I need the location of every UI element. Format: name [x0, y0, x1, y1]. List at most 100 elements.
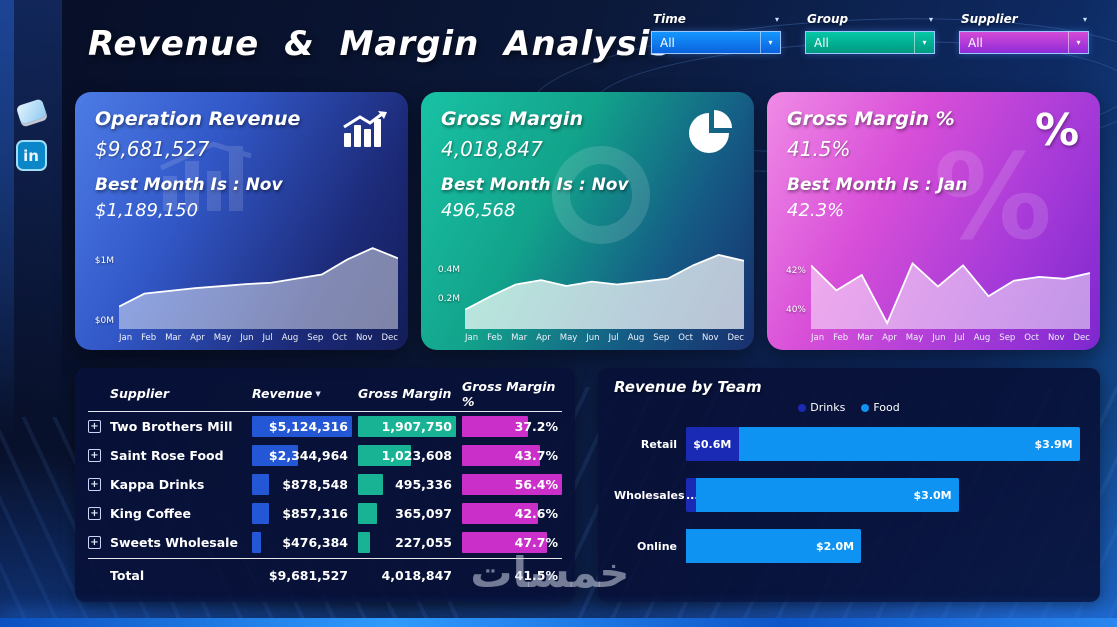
kpi-best-value: 42.3%	[787, 200, 845, 221]
team-category-label: Online	[636, 539, 677, 553]
y-axis-ticks: $1M $0M	[85, 246, 119, 329]
pct-sparkline-area: 42% 40% Jan Feb Mar Apr May Jun Jul Aug Sep Oct Nov…	[777, 246, 1090, 344]
bar-track: $0.6M $3.9M	[686, 427, 1084, 461]
month-tick-label: Jun	[240, 333, 254, 343]
food-bar-segment[interactable]: $2.0M	[686, 529, 862, 563]
supplier-name: King Coffee	[110, 506, 192, 521]
column-header-revenue[interactable]: Revenue ▼	[252, 386, 321, 401]
food-bar-segment[interactable]: $3.0M	[696, 478, 959, 512]
legend-dot	[798, 403, 807, 412]
month-tick-label: Apr	[882, 333, 897, 343]
month-tick-label: Dec	[1073, 333, 1090, 343]
margin-sparkline[interactable]	[465, 246, 744, 329]
stacked-bar-chart-area: Retail $0.6M $3.9M Wholesales... $3.0M Online…	[614, 427, 1084, 563]
chevron-down-icon[interactable]: ▾	[914, 32, 934, 53]
expand-icon[interactable]: +	[88, 536, 101, 549]
month-tick-label: May	[559, 333, 578, 343]
group-dropdown-value: All	[814, 35, 829, 50]
bar-chart-icon	[340, 108, 390, 154]
drinks-bar-segment[interactable]: ...	[686, 478, 699, 512]
supplier-row[interactable]: + Kappa Drinks $878,548 495,336 56.4%	[88, 470, 562, 499]
supplier-slicer: Supplier ▾ All ▾	[959, 12, 1089, 54]
group-dropdown[interactable]: All ▾	[805, 31, 935, 54]
bottom-accent-bar	[0, 618, 1117, 627]
margin-sparkline-area: 0.4M 0.2M Jan Feb Mar Apr May Jun Jul Aug Sep Oct N…	[431, 246, 744, 344]
month-tick-label: Mar	[511, 333, 528, 343]
revenue-by-team-panel: Revenue by Team Drinks Food Retail $0.6M $…	[598, 368, 1100, 602]
linkedin-icon[interactable]: in	[15, 140, 47, 171]
kpi-value: 41.5%	[787, 137, 851, 161]
chevron-down-icon[interactable]: ▾	[1082, 14, 1087, 24]
team-bar-row: Wholesales... $3.0M	[614, 478, 1084, 512]
chevron-down-icon[interactable]: ▾	[928, 14, 933, 24]
operation-revenue-card[interactable]: Operation Revenue $9,681,527 Best Month …	[75, 92, 408, 350]
time-dropdown[interactable]: All ▾	[651, 31, 781, 54]
column-header-supplier[interactable]: Supplier	[110, 386, 170, 401]
margin-cell: 1,023,608	[358, 445, 456, 466]
bar-track: $2.0M	[686, 529, 1084, 563]
y-axis-tick: $0M	[94, 315, 114, 326]
revenue-cell: $5,124,316	[252, 416, 352, 437]
total-label: Total	[110, 568, 145, 583]
supplier-row[interactable]: + Two Brothers Mill $5,124,316 1,907,750 37.…	[88, 412, 562, 441]
supplier-name: Saint Rose Food	[110, 448, 224, 463]
expand-icon[interactable]: +	[88, 507, 101, 520]
y-axis-tick: 42%	[785, 266, 806, 277]
month-tick-label: Aug	[627, 333, 645, 343]
time-slicer-label: Time	[653, 12, 686, 26]
supplier-row[interactable]: + King Coffee $857,316 365,097 42.6%	[88, 499, 562, 528]
y-axis-tick: 40%	[785, 304, 806, 315]
month-tick-label: Oct	[1024, 333, 1039, 343]
kpi-best-month: Best Month Is : Nov	[95, 175, 283, 195]
month-tick-label: Jan	[811, 333, 825, 343]
expand-icon[interactable]: +	[88, 420, 101, 433]
month-tick-label: Jan	[119, 333, 133, 343]
expand-icon[interactable]: +	[88, 478, 101, 491]
column-header-gross-margin[interactable]: Gross Margin	[358, 386, 452, 401]
ghost-percent-glyph: %	[933, 128, 1052, 266]
supplier-row[interactable]: + Sweets Wholesale $476,384 227,055 47.7%	[88, 528, 562, 557]
time-dropdown-value: All	[660, 35, 675, 50]
expand-icon[interactable]: +	[88, 449, 101, 462]
sort-descending-icon: ▼	[315, 389, 321, 398]
pie-chart-icon	[686, 108, 736, 154]
month-tick-label: Jan	[465, 333, 479, 343]
drinks-bar-segment[interactable]: $0.6M	[686, 427, 739, 461]
pct-cell: 43.7%	[462, 445, 562, 466]
kpi-best-month: Best Month Is : Nov	[441, 175, 629, 195]
time-slicer: Time ▾ All ▾	[651, 12, 781, 54]
kpi-value: $9,681,527	[95, 137, 210, 161]
table-total-row: Total $9,681,527 4,018,847 41.5%	[88, 558, 562, 592]
chevron-down-icon[interactable]: ▾	[774, 14, 779, 24]
revenue-sparkline[interactable]	[119, 246, 398, 329]
column-header-gross-margin-pct[interactable]: Gross Margin %	[462, 378, 556, 409]
x-axis-month-labels: Jan Feb Mar Apr May Jun Jul Aug Sep Oct Nov Dec	[465, 329, 744, 344]
eraser-icon[interactable]	[12, 92, 50, 130]
team-bar-row: Retail $0.6M $3.9M	[614, 427, 1084, 461]
bar-track: ... $3.0M	[686, 478, 1084, 512]
month-tick-label: Aug	[281, 333, 299, 343]
pct-sparkline[interactable]	[811, 246, 1090, 329]
month-tick-label: Sep	[999, 333, 1016, 343]
revenue-cell: $857,316	[252, 503, 352, 524]
legend-item-drinks[interactable]: Drinks	[798, 401, 845, 414]
supplier-dropdown-value: All	[968, 35, 983, 50]
month-tick-label: May	[213, 333, 232, 343]
team-category-label: Retail	[640, 437, 677, 451]
chevron-down-icon[interactable]: ▾	[1068, 32, 1088, 53]
month-tick-label: Apr	[536, 333, 551, 343]
month-tick-label: Apr	[190, 333, 205, 343]
group-slicer: Group ▾ All ▾	[805, 12, 935, 54]
gross-margin-card[interactable]: Gross Margin 4,018,847 Best Month Is : N…	[421, 92, 754, 350]
slicer-bar: Time ▾ All ▾ Group ▾ All ▾ Supplier ▾	[651, 12, 1089, 54]
kpi-title: Operation Revenue	[95, 108, 301, 130]
total-pct: 41.5%	[514, 568, 558, 583]
supplier-row[interactable]: + Saint Rose Food $2,344,964 1,023,608 43.7%	[88, 441, 562, 470]
chevron-down-icon[interactable]: ▾	[760, 32, 780, 53]
month-tick-label: Mar	[857, 333, 874, 343]
revenue-cell: $2,344,964	[252, 445, 352, 466]
supplier-dropdown[interactable]: All ▾	[959, 31, 1089, 54]
food-bar-segment[interactable]: $3.9M	[738, 427, 1080, 461]
legend-item-food[interactable]: Food	[861, 401, 900, 414]
gross-margin-pct-card[interactable]: % Gross Margin % 41.5% % Best Month Is :…	[767, 92, 1100, 350]
